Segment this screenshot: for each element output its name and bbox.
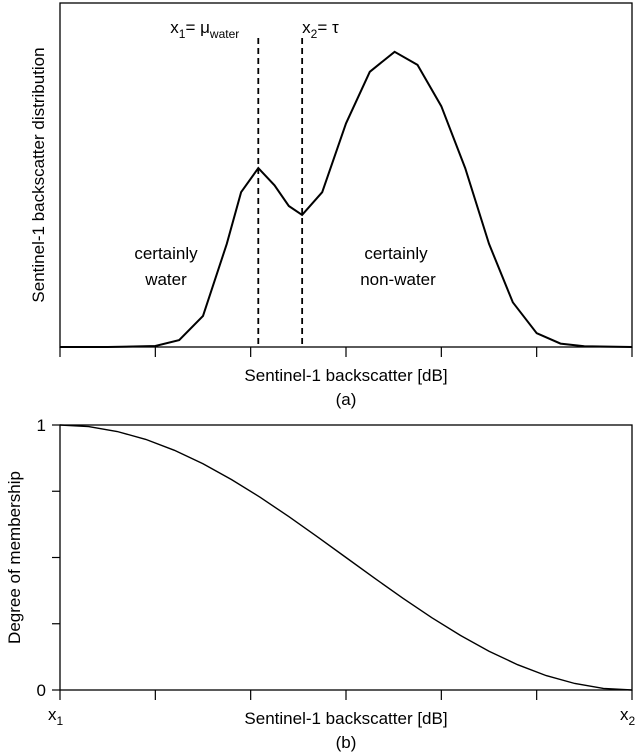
label-part: x: [302, 18, 311, 37]
x-end-label: x2: [620, 705, 636, 728]
label-part: x: [170, 18, 179, 37]
y-tick-label: 0: [37, 681, 46, 700]
label-part: x: [620, 705, 629, 724]
threshold-label: x1= μwater: [170, 18, 239, 41]
subscript: water: [209, 27, 239, 41]
subscript: 1: [57, 714, 64, 728]
y-axis-label: Sentinel-1 backscatter distribution: [29, 47, 48, 302]
subscript: 2: [629, 714, 636, 728]
annotation: water: [144, 270, 187, 289]
threshold-label: x2= τ: [302, 18, 339, 41]
label-part: = τ: [317, 18, 339, 37]
annotation: certainly: [364, 244, 428, 263]
x-axis-label: Sentinel-1 backscatter [dB]: [244, 709, 447, 728]
y-axis-label: Degree of membership: [5, 471, 24, 644]
subscript: 1: [179, 27, 186, 41]
subscript: 2: [311, 27, 318, 41]
x-axis-label: Sentinel-1 backscatter [dB]: [244, 366, 447, 385]
curve: [59, 424, 633, 691]
x-end-label: x1: [48, 705, 64, 728]
caption: (b): [336, 733, 357, 752]
y-tick-label: 1: [37, 416, 46, 435]
curve: [60, 50, 633, 348]
annotation: certainly: [134, 244, 198, 263]
label-part: x: [48, 705, 57, 724]
plot-frame: [59, 2, 633, 348]
annotation: non-water: [360, 270, 436, 289]
label-part: = μ: [185, 18, 209, 37]
caption: (a): [336, 390, 357, 409]
